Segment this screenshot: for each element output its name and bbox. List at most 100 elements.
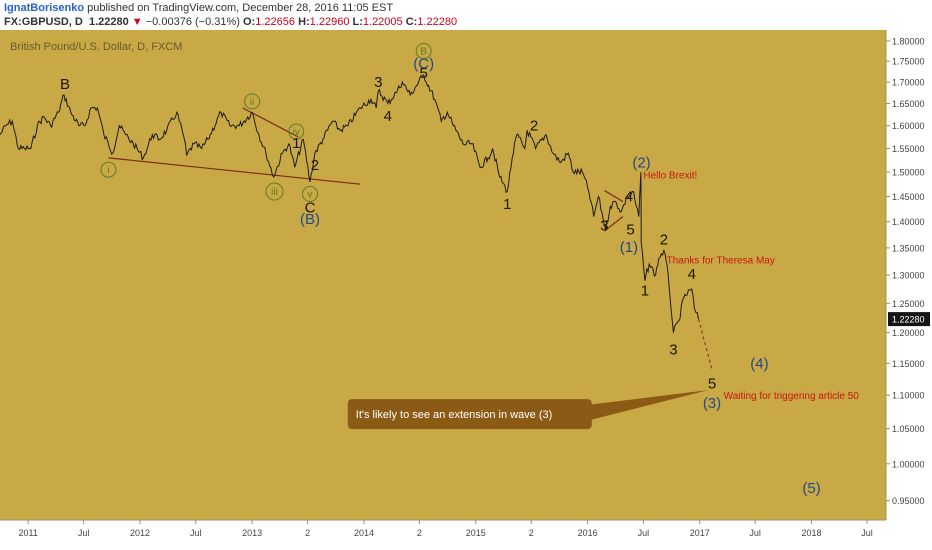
- wave-label: (4): [750, 355, 768, 372]
- wave-label-circle: [302, 186, 319, 203]
- wave-label-circle: [100, 161, 117, 178]
- time-axis-panel: [0, 520, 886, 550]
- price-axis-panel: [886, 30, 932, 550]
- x-tick-label: Jul: [749, 528, 761, 538]
- wave-label: 3: [374, 74, 382, 91]
- down-arrow-icon: ▼: [131, 16, 143, 28]
- wave-label-circle: [265, 182, 284, 201]
- low-label: L:: [352, 16, 363, 28]
- callout-box: [347, 399, 592, 430]
- chart-background: [0, 30, 886, 520]
- x-tick-label: 2013: [242, 528, 262, 538]
- last-price-label: 1.22280: [892, 315, 925, 325]
- author-link[interactable]: IgnatBorisenko: [4, 2, 85, 14]
- wave-label: B: [60, 76, 70, 93]
- close-value: 1.22280: [417, 16, 458, 28]
- annotation-text: Waiting for triggering article 50: [724, 391, 860, 402]
- ohlc-line: FX:GBPUSD, D 1.22280 ▼ −0.00376 (−0.31%)…: [4, 15, 457, 29]
- wave-label: 2: [530, 118, 538, 135]
- wave-label: (1): [620, 239, 638, 256]
- wave-label: (3): [703, 395, 721, 412]
- trendline: [604, 190, 624, 202]
- y-tick-label: 1.30000: [892, 271, 925, 281]
- y-tick-label: 1.80000: [892, 36, 925, 46]
- wave-label: iv: [293, 127, 300, 138]
- wave-label: B: [420, 47, 427, 58]
- y-tick-label: 1.35000: [892, 243, 925, 253]
- low-value: 1.22005: [362, 16, 403, 28]
- wave-label: 4: [688, 266, 696, 283]
- y-tick-label: 1.20000: [892, 328, 925, 338]
- y-tick-label: 1.00000: [892, 459, 925, 469]
- wave-label: i: [107, 165, 109, 176]
- y-tick-label: 1.05000: [892, 424, 925, 434]
- wave-label: (2): [632, 155, 650, 172]
- publish-line: IgnatBorisenko published on TradingView.…: [4, 1, 393, 15]
- y-tick-label: 1.40000: [892, 217, 925, 227]
- wave-label: 5: [708, 376, 716, 393]
- x-tick-label: 2014: [354, 528, 374, 538]
- wave-label: (C): [413, 55, 434, 72]
- annotation-text: Hello Brexit!: [643, 171, 697, 182]
- y-tick-label: 1.50000: [892, 168, 925, 178]
- price-change: −0.00376 (−0.31%): [145, 16, 240, 28]
- x-tick-label: 2012: [130, 528, 150, 538]
- y-tick-label: 1.25000: [892, 299, 925, 309]
- wave-label: 1: [641, 283, 649, 300]
- y-tick-label: 1.10000: [892, 391, 925, 401]
- x-tick-label: 2011: [19, 528, 38, 538]
- x-tick-label: 2: [417, 528, 422, 538]
- chart-header: IgnatBorisenko published on TradingView.…: [0, 0, 932, 30]
- time-axis-ticks: 2011 Jul 2012 Jul 2013 2 2014 2 2015 2 2016 Jul 2017…: [19, 520, 873, 538]
- last-price-tag: 1.22280: [888, 312, 930, 327]
- wave-label: 5: [626, 221, 634, 238]
- wave-label: 1: [292, 135, 300, 152]
- annotations: Hello Brexit! Thanks for Theresa May Waiti…: [643, 171, 859, 403]
- x-tick-label: Jul: [190, 528, 202, 538]
- x-tick-label: 2016: [578, 528, 598, 538]
- x-tick-label: Jul: [638, 528, 650, 538]
- price-series-line: [0, 73, 699, 333]
- high-value: 1.22960: [309, 16, 350, 28]
- callout-text: It's likely to see an extension in wave …: [356, 409, 553, 421]
- y-tick-label: 1.65000: [892, 99, 925, 109]
- wave-label: 5: [420, 65, 428, 82]
- high-label: H:: [298, 16, 310, 28]
- x-tick-label: 2: [305, 528, 310, 538]
- y-tick-label: 1.55000: [892, 144, 925, 154]
- y-tick-label: 1.60000: [892, 121, 925, 131]
- y-tick-label: 1.70000: [892, 78, 925, 88]
- close-label: C:: [405, 16, 418, 28]
- last-price: 1.22280: [88, 16, 129, 28]
- x-tick-label: Jul: [78, 528, 90, 538]
- wave-label: 2: [311, 157, 319, 174]
- published-text: published on TradingView.com, December 2…: [84, 2, 394, 14]
- wave-label: 3: [600, 217, 608, 234]
- last-price-box: [888, 312, 930, 327]
- x-tick-label: 2017: [690, 528, 710, 538]
- x-tick-label: 2015: [466, 528, 486, 538]
- callout: It's likely to see an extension in wave …: [347, 390, 709, 430]
- wave-label-circle: [288, 123, 305, 140]
- wave-label: ii: [250, 97, 254, 108]
- wave-label: v: [308, 190, 313, 201]
- wave-label: 4: [384, 108, 392, 125]
- trendline: [108, 157, 361, 185]
- y-tick-label: 1.75000: [892, 57, 925, 67]
- wave-label: 3: [669, 342, 677, 359]
- price-chart[interactable]: 1.80000 1.75000 1.70000 1.65000 1.60000 1.550…: [0, 30, 932, 550]
- price-axis-ticks: 1.80000 1.75000 1.70000 1.65000 1.60000 1.550…: [886, 36, 925, 506]
- wave-label: 1: [503, 196, 511, 213]
- x-tick-label: Jul: [861, 528, 873, 538]
- chart-title: British Pound/U.S. Dollar, D, FXCM: [10, 41, 182, 53]
- wave-labels: BB(C)5iiiiiiivv12C(B)3421345(1)(2)21435(…: [60, 43, 821, 497]
- x-tick-label: 2: [529, 528, 534, 538]
- symbol-label: FX:GBPUSD, D: [4, 16, 83, 28]
- wave-label: 2: [660, 231, 668, 248]
- open-value: 1.22656: [255, 16, 295, 28]
- x-tick-label: 2018: [802, 528, 822, 538]
- y-tick-label: 1.45000: [892, 192, 925, 202]
- wave-label: iii: [271, 187, 278, 198]
- callout-pointer: [585, 390, 709, 422]
- wave-label: C: [305, 199, 316, 216]
